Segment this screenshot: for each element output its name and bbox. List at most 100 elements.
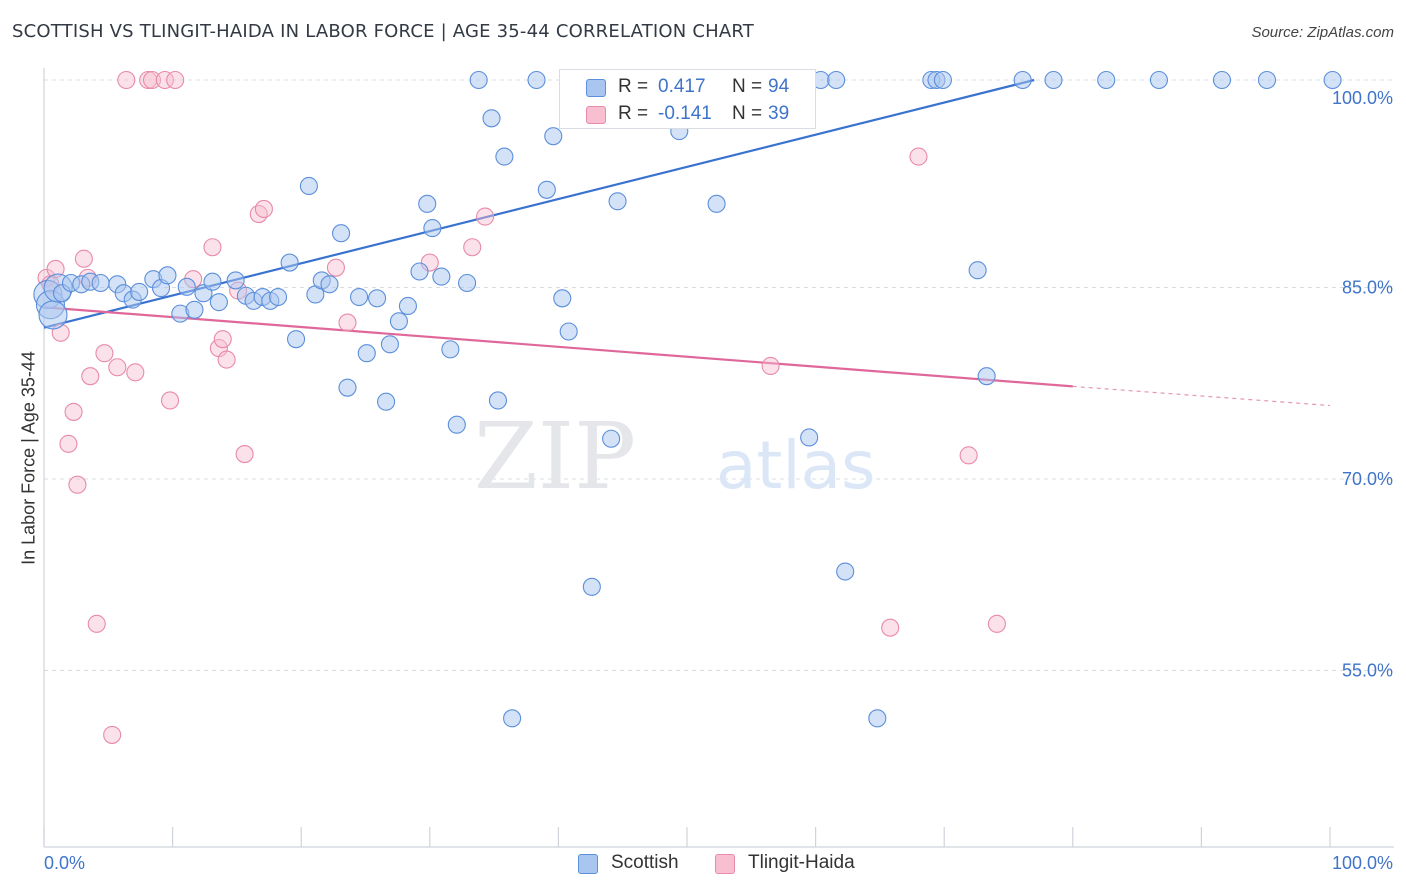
scottish-point <box>1149 70 1169 90</box>
scottish-point <box>469 70 488 90</box>
scottish-point <box>602 429 621 448</box>
scottish-swatch <box>578 854 598 874</box>
scottish-point <box>269 287 288 307</box>
tlingit-haida-point <box>213 330 232 349</box>
scottish-point <box>458 273 477 293</box>
tlingit-haida-point <box>81 367 100 386</box>
tlingit-haida-point <box>117 70 136 90</box>
scottish-point <box>447 415 466 434</box>
tlingit-haida-point <box>87 614 106 633</box>
scottish-point <box>38 300 68 330</box>
scottish-point <box>338 378 357 397</box>
scottish-point <box>608 192 627 211</box>
scottish-point <box>332 224 351 243</box>
scottish-point <box>377 392 396 411</box>
scottish-point <box>1257 70 1277 90</box>
tlingit-haida-point <box>254 199 273 218</box>
source-credit: Source: ZipAtlas.com <box>1251 24 1394 41</box>
scottish-point <box>503 709 522 728</box>
scottish-point <box>410 262 429 281</box>
r-label: R = <box>618 76 649 97</box>
tlingit-haida-point <box>103 725 122 744</box>
y-axis-label: In Labor Force | Age 35-44 <box>18 351 39 565</box>
scottish-point <box>800 428 819 447</box>
scottish-point <box>977 367 996 386</box>
tlingit-haida-point <box>235 445 254 464</box>
scottish-point <box>209 293 228 312</box>
scottish-point <box>1097 70 1116 90</box>
y-tick-label: 85.0% <box>1342 278 1393 298</box>
scottish-point <box>827 70 846 90</box>
scottish-point <box>380 335 399 354</box>
scottish-point <box>559 322 578 341</box>
legend-row-scottish: R = 0.417 N = 94 <box>560 76 815 102</box>
tlingit-haida-swatch <box>586 106 606 124</box>
scottish-point <box>868 709 887 728</box>
tlingit-haida-point <box>126 363 145 382</box>
scottish-point <box>544 127 563 146</box>
tlingit-haida-point <box>142 70 162 90</box>
tlingit-haida-point <box>160 391 180 410</box>
tlingit-haida-point <box>987 614 1006 633</box>
tick-labels: 100.0% 85.0% 70.0% 55.0% 0.0% 100.0% <box>44 88 1393 873</box>
scottish-point <box>441 340 460 359</box>
tlingit-haida-point <box>155 70 174 90</box>
tlingit-haida-point <box>217 350 236 369</box>
legend-row-tlingit-haida: R = -0.141 N = 39 <box>560 103 815 129</box>
scottish-point <box>1013 70 1032 90</box>
tlingit-haida-point <box>338 313 357 332</box>
scottish-point <box>185 300 204 319</box>
scottish-point <box>287 330 306 349</box>
y-tick-label: 70.0% <box>1342 469 1393 489</box>
scottish-points <box>33 70 1342 728</box>
scottish-point <box>418 194 437 213</box>
scottish-point <box>177 277 196 296</box>
scottish-point <box>1212 70 1232 90</box>
tlingit-haida-point <box>909 147 928 166</box>
tlingit-haida-swatch <box>715 854 735 874</box>
scottish-point <box>1323 70 1342 90</box>
watermark: ZIP atlas <box>474 403 876 510</box>
tlingit-haida-point <box>74 249 93 268</box>
n-label: N = <box>732 76 763 97</box>
tlingit-haida-trend-extension <box>1072 385 1331 407</box>
r-value: 0.417 <box>658 76 706 97</box>
scottish-point <box>423 219 442 238</box>
n-value: 39 <box>768 103 790 124</box>
y-tick-label: 55.0% <box>1342 661 1393 681</box>
axes <box>43 68 1394 848</box>
scottish-point <box>582 577 601 596</box>
scottish-point <box>968 261 987 280</box>
scottish-point <box>482 109 501 128</box>
n-value: 94 <box>768 76 790 97</box>
scottish-point <box>158 266 177 285</box>
scottish-point <box>495 147 514 166</box>
r-label: R = <box>618 103 649 124</box>
scottish-point <box>389 312 408 331</box>
tlingit-haida-point <box>64 402 83 421</box>
scottish-point <box>130 282 149 301</box>
legend-label-tlingit-haida: Tlingit-Haida <box>748 852 855 873</box>
scottish-point <box>350 287 369 307</box>
scottish-point <box>432 267 451 286</box>
r-value: -0.141 <box>658 103 712 124</box>
tlingit-haida-point <box>108 358 127 377</box>
scottish-point <box>537 180 556 199</box>
scottish-point <box>553 289 572 308</box>
scottish-point <box>320 275 339 294</box>
scottish-point <box>398 296 417 316</box>
tlingit-haida-point <box>203 238 222 257</box>
scottish-point <box>299 176 318 196</box>
tlingit-haida-trend-line <box>43 306 1073 388</box>
tlingit-haida-point <box>959 446 978 465</box>
scottish-point <box>707 194 726 213</box>
scottish-point <box>488 391 508 410</box>
chart-title: SCOTTISH VS TLINGIT-HAIDA IN LABOR FORCE… <box>12 21 754 42</box>
scottish-point <box>91 273 110 293</box>
tlingit-haida-point <box>761 356 780 376</box>
scottish-point <box>1044 70 1063 90</box>
scottish-point <box>203 272 222 291</box>
tlingit-haida-point <box>249 205 268 224</box>
scottish-point <box>357 344 376 363</box>
